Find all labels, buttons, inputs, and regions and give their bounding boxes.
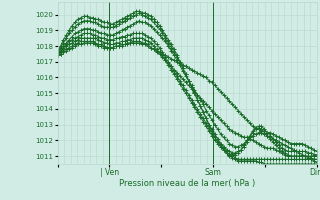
X-axis label: Pression niveau de la mer( hPa ): Pression niveau de la mer( hPa ) xyxy=(119,179,255,188)
